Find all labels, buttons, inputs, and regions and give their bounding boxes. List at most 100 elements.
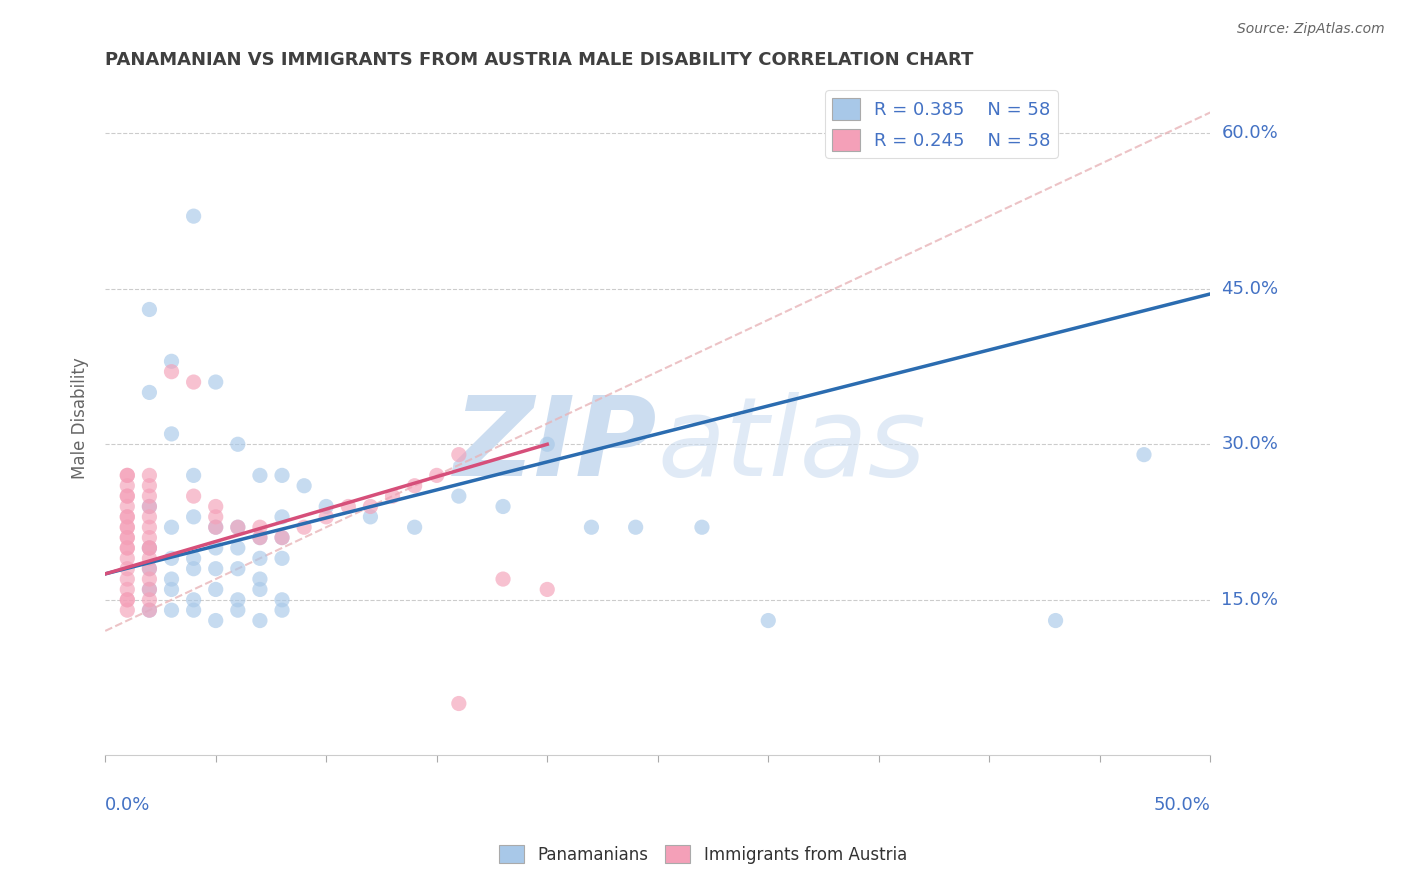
Point [160,426,183,441]
Point [204,582,226,597]
Text: 60.0%: 60.0% [1222,124,1278,142]
Point [183,592,205,607]
Point [117,520,139,534]
Point [138,541,160,555]
Point [117,603,139,617]
Point [581,520,603,534]
Point [226,437,249,451]
Point [117,541,139,555]
Point [226,520,249,534]
Point [138,479,160,493]
Point [359,509,381,524]
Point [183,209,205,223]
Point [249,551,271,566]
Point [204,562,226,576]
Point [183,551,205,566]
Point [183,489,205,503]
Point [492,572,515,586]
Point [756,614,779,628]
Point [204,520,226,534]
Point [337,500,360,514]
Point [117,468,139,483]
Point [271,551,294,566]
Point [271,603,294,617]
Point [138,302,160,317]
Point [404,520,426,534]
Point [226,520,249,534]
Point [160,365,183,379]
Point [117,520,139,534]
Point [117,592,139,607]
Point [624,520,647,534]
Point [536,437,558,451]
Legend: R = 0.385    N = 58, R = 0.245    N = 58: R = 0.385 N = 58, R = 0.245 N = 58 [825,90,1057,158]
Point [292,479,315,493]
Point [204,375,226,389]
Point [249,531,271,545]
Point [249,468,271,483]
Point [183,562,205,576]
Point [249,614,271,628]
Point [117,468,139,483]
Point [447,448,470,462]
Text: ZIP: ZIP [454,392,658,499]
Point [183,468,205,483]
Point [160,582,183,597]
Point [249,520,271,534]
Point [226,541,249,555]
Point [117,562,139,576]
Point [138,603,160,617]
Point [492,500,515,514]
Point [271,531,294,545]
Point [117,489,139,503]
Point [138,500,160,514]
Point [117,479,139,493]
Point [359,500,381,514]
Text: Source: ZipAtlas.com: Source: ZipAtlas.com [1237,22,1385,37]
Text: 30.0%: 30.0% [1222,435,1278,453]
Point [138,489,160,503]
Point [183,603,205,617]
Text: 50.0%: 50.0% [1153,796,1211,814]
Point [204,500,226,514]
Point [160,603,183,617]
Point [117,572,139,586]
Point [117,489,139,503]
Point [183,375,205,389]
Point [204,509,226,524]
Point [138,468,160,483]
Point [160,551,183,566]
Text: 45.0%: 45.0% [1222,280,1278,298]
Point [426,468,449,483]
Point [271,592,294,607]
Point [447,697,470,711]
Point [138,582,160,597]
Point [117,541,139,555]
Point [1045,614,1067,628]
Point [117,531,139,545]
Point [271,531,294,545]
Point [138,531,160,545]
Point [138,509,160,524]
Point [249,572,271,586]
Y-axis label: Male Disability: Male Disability [72,358,89,479]
Point [138,385,160,400]
Text: 15.0%: 15.0% [1222,591,1278,609]
Text: 0.0%: 0.0% [105,796,150,814]
Point [117,531,139,545]
Point [160,572,183,586]
Point [226,603,249,617]
Text: PANAMANIAN VS IMMIGRANTS FROM AUSTRIA MALE DISABILITY CORRELATION CHART: PANAMANIAN VS IMMIGRANTS FROM AUSTRIA MA… [105,51,973,69]
Point [204,541,226,555]
Point [381,489,404,503]
Point [1133,448,1156,462]
Legend: Panamanians, Immigrants from Austria: Panamanians, Immigrants from Austria [492,838,914,871]
Point [117,509,139,524]
Point [117,551,139,566]
Point [138,541,160,555]
Point [160,520,183,534]
Text: atlas: atlas [658,392,927,499]
Point [138,551,160,566]
Point [138,562,160,576]
Point [292,520,315,534]
